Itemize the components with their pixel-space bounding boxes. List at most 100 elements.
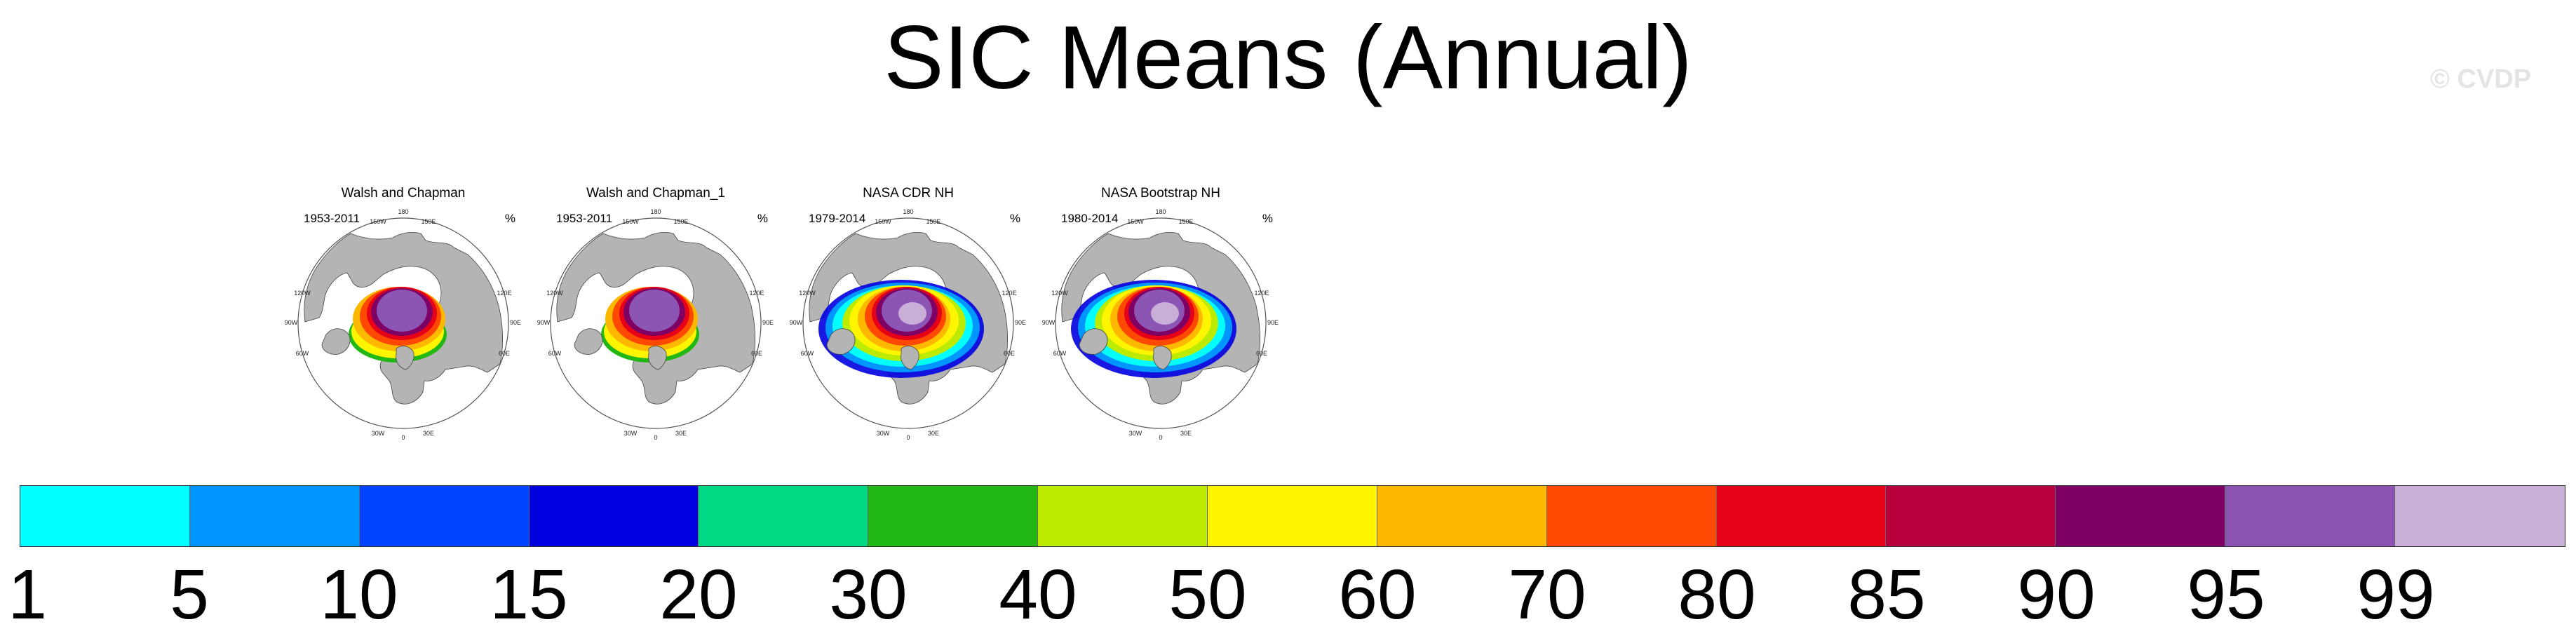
longitude-label: 0 bbox=[401, 434, 405, 441]
panel-title: Walsh and Chapman_1 bbox=[586, 186, 725, 201]
colorbar-tick-label: 40 bbox=[999, 555, 1077, 634]
panel-unit: % bbox=[1009, 212, 1020, 225]
panel-title: NASA CDR NH bbox=[863, 186, 954, 201]
map-border bbox=[550, 217, 762, 429]
map-border bbox=[802, 217, 1014, 429]
panel-period: 1979-2014 bbox=[809, 212, 866, 225]
colorbar-box bbox=[1716, 486, 1887, 546]
longitude-label: 90E bbox=[1267, 319, 1279, 326]
longitude-label: 90W bbox=[1042, 319, 1056, 326]
longitude-label: 150W bbox=[1127, 218, 1144, 225]
colorbar-tick-label: 90 bbox=[2017, 555, 2096, 634]
colorbar-tick-label: 99 bbox=[2356, 555, 2435, 634]
longitude-label: 150W bbox=[875, 218, 891, 225]
colorbar-tick-label: 30 bbox=[829, 555, 908, 634]
colorbar-box bbox=[1038, 486, 1208, 546]
panel-unit: % bbox=[757, 212, 768, 225]
colorbar-box bbox=[1886, 486, 2056, 546]
longitude-label: 120W bbox=[546, 290, 563, 297]
longitude-label: 30W bbox=[1129, 430, 1142, 437]
longitude-label: 150E bbox=[926, 218, 940, 225]
polar-map: 180 150E 150W 120E 120W 90E 90W 60E 60W 30E 30W 0 bbox=[285, 208, 521, 441]
longitude-label: 150W bbox=[622, 218, 639, 225]
colorbar-tick-label: 10 bbox=[320, 555, 398, 634]
longitude-label: 30W bbox=[624, 430, 638, 437]
colorbar-box bbox=[20, 486, 190, 546]
longitude-label: 0 bbox=[1159, 434, 1162, 441]
longitude-label: 90E bbox=[762, 319, 774, 326]
longitude-label: 30W bbox=[877, 430, 890, 437]
longitude-label: 0 bbox=[654, 434, 657, 441]
map-panel: 180 150E 150W 120E 120W 90E 90W 60E 60W 30E 30W 0 NA… bbox=[1041, 186, 1280, 445]
longitude-label: 30E bbox=[1180, 430, 1192, 437]
colorbar-box bbox=[2395, 486, 2565, 546]
sea-ice-field bbox=[818, 280, 984, 378]
map-panel: 180 150E 150W 120E 120W 90E 90W 60E 60W 30E 30W 0 Wa… bbox=[284, 186, 522, 445]
map-panel: 180 150E 150W 120E 120W 90E 90W 60E 60W 30E 30W 0 NA… bbox=[789, 186, 1027, 445]
map-border bbox=[1055, 217, 1267, 429]
colorbar-tick-label: 15 bbox=[490, 555, 568, 634]
colorbar-tick-label: 80 bbox=[1678, 555, 1756, 634]
longitude-label: 60W bbox=[801, 350, 814, 357]
colorbar-box bbox=[359, 486, 530, 546]
longitude-label: 60W bbox=[296, 350, 309, 357]
longitude-label: 30E bbox=[423, 430, 434, 437]
longitude-label: 180 bbox=[398, 208, 408, 215]
longitude-label: 60W bbox=[548, 350, 562, 357]
longitude-label: 90W bbox=[285, 319, 298, 326]
cvdp-watermark: © CVDP bbox=[2430, 65, 2532, 94]
longitude-label: 120E bbox=[1002, 290, 1016, 297]
longitude-label: 180 bbox=[650, 208, 661, 215]
longitude-label: 90E bbox=[1015, 319, 1026, 326]
scandinavia bbox=[396, 346, 414, 370]
longitude-label: 150E bbox=[421, 218, 436, 225]
figure-title: SIC Means (Annual) bbox=[884, 8, 1692, 108]
longitude-label: 120W bbox=[294, 290, 311, 297]
land-mass bbox=[556, 232, 756, 405]
longitude-label: 150E bbox=[673, 218, 688, 225]
longitude-label: 150E bbox=[1178, 218, 1193, 225]
longitude-label: 60E bbox=[1004, 350, 1015, 357]
longitude-label: 60E bbox=[751, 350, 762, 357]
colorbar-box bbox=[699, 486, 869, 546]
colorbar-box bbox=[1546, 486, 1717, 546]
sea-ice-field bbox=[1071, 280, 1236, 378]
longitude-label: 180 bbox=[903, 208, 913, 215]
longitude-label: 120E bbox=[749, 290, 764, 297]
colorbar-tick-label: 50 bbox=[1168, 555, 1247, 634]
scandinavia bbox=[648, 346, 667, 370]
colorbar-box bbox=[2056, 486, 2226, 546]
colorbar-tick-label: 85 bbox=[1847, 555, 1926, 634]
longitude-label: 30W bbox=[372, 430, 385, 437]
land-mass bbox=[304, 232, 504, 405]
longitude-label: 120E bbox=[497, 290, 511, 297]
longitude-label: 90W bbox=[537, 319, 551, 326]
colorbar-tick-label: 95 bbox=[2187, 555, 2265, 634]
sea-ice-field bbox=[601, 287, 699, 363]
panel-unit: % bbox=[1262, 212, 1273, 225]
greenland bbox=[826, 328, 856, 355]
polar-map: 180 150E 150W 120E 120W 90E 90W 60E 60W 30E 30W 0 bbox=[790, 208, 1026, 441]
panel-period: 1953-2011 bbox=[304, 212, 360, 225]
longitude-label: 0 bbox=[906, 434, 910, 441]
colorbar-box bbox=[868, 486, 1039, 546]
map-panel: 180 150E 150W 120E 120W 90E 90W 60E 60W 30E 30W 0 Wa… bbox=[537, 186, 775, 445]
greenland bbox=[1079, 328, 1108, 355]
colorbar-tick-label: 1 bbox=[8, 555, 47, 634]
colorbar-box bbox=[1208, 486, 1377, 546]
greenland bbox=[574, 328, 603, 355]
longitude-label: 120W bbox=[799, 290, 816, 297]
longitude-label: 60W bbox=[1053, 350, 1067, 357]
longitude-label: 180 bbox=[1155, 208, 1166, 215]
longitude-label: 90E bbox=[510, 319, 521, 326]
colorbar bbox=[20, 485, 2565, 547]
colorbar-box bbox=[1377, 486, 1547, 546]
greenland bbox=[321, 328, 351, 355]
colorbar-box bbox=[2225, 486, 2396, 546]
panel-period: 1953-2011 bbox=[556, 212, 613, 225]
map-border bbox=[297, 217, 509, 429]
scandinavia bbox=[901, 346, 919, 370]
sea-ice-field bbox=[349, 287, 447, 363]
colorbar-tick-label: 60 bbox=[1338, 555, 1417, 634]
longitude-label: 30E bbox=[928, 430, 939, 437]
